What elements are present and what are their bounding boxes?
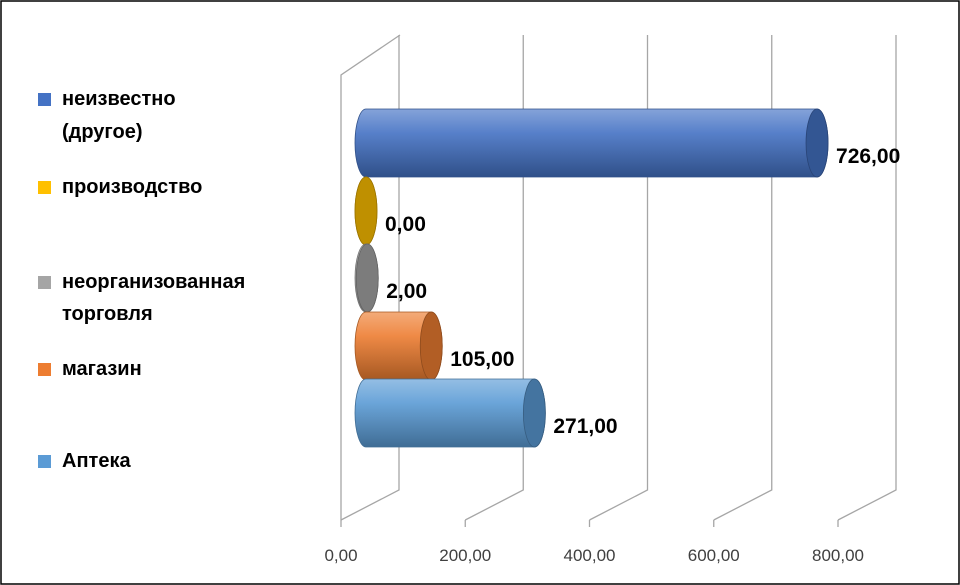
legend-swatch <box>38 181 51 194</box>
value-label: 105,00 <box>450 348 514 371</box>
x-tick-label: 600,00 <box>688 546 740 565</box>
legend-swatch <box>38 93 51 106</box>
legend-swatch <box>38 363 51 376</box>
legend-label: неизвестно (другое) <box>62 88 181 143</box>
x-tick-label: 400,00 <box>564 546 616 565</box>
value-label: 271,00 <box>553 415 617 438</box>
grid-line <box>464 35 524 521</box>
grid-line <box>589 35 649 521</box>
cylinder-bar <box>354 108 829 178</box>
legend-label: Аптека <box>62 450 131 472</box>
side-wall <box>340 34 401 520</box>
cylinder-bar <box>354 378 546 448</box>
grid-line <box>837 35 897 521</box>
x-tick-label: 800,00 <box>812 546 864 565</box>
cylinder-bar <box>354 311 443 381</box>
x-tick-label: 200,00 <box>439 546 491 565</box>
grid-line <box>713 35 773 521</box>
value-label: 0,00 <box>385 213 426 236</box>
legend-swatch <box>38 276 51 289</box>
value-label: 726,00 <box>836 145 900 168</box>
legend-label: неорганизованная торговля <box>62 271 251 325</box>
cylinder-bar <box>354 243 379 313</box>
value-label: 2,00 <box>386 280 427 303</box>
x-tick-label: 0,00 <box>324 546 357 565</box>
cylinder-bar <box>354 176 378 246</box>
legend-swatch <box>38 455 51 468</box>
grid-line <box>340 35 400 521</box>
legend-label: производство <box>62 176 202 198</box>
legend-label: магазин <box>62 358 142 380</box>
